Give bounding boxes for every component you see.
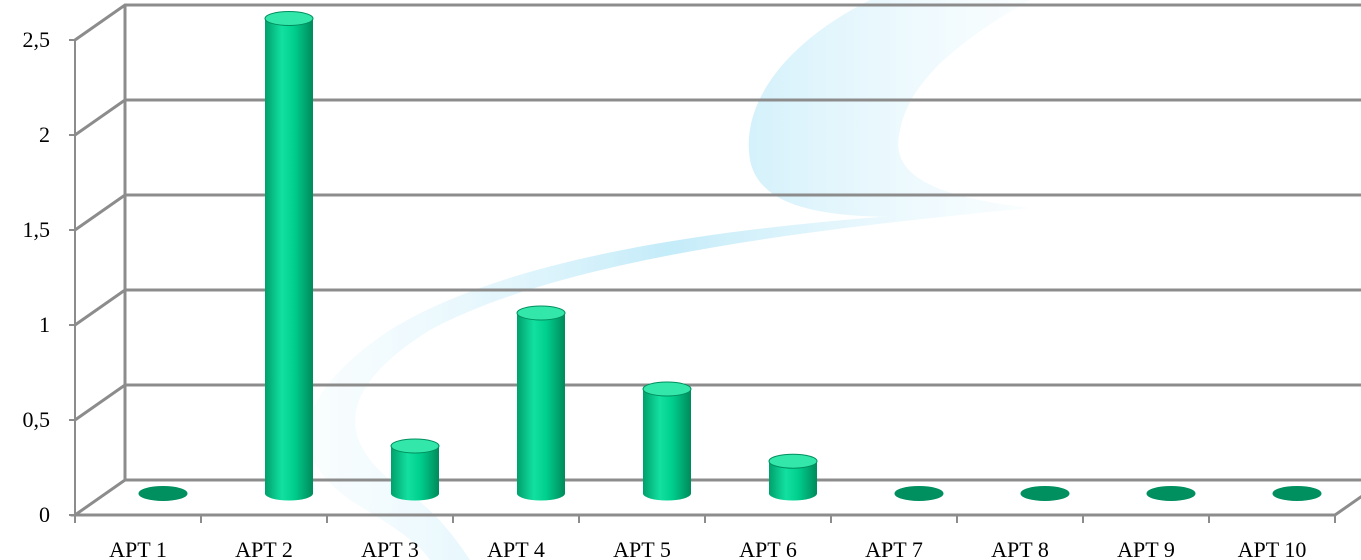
y-tick-label: 0	[39, 502, 50, 527]
y-tick-label: 1	[39, 312, 50, 337]
bar	[1146, 486, 1196, 501]
background-swirl	[307, 0, 1030, 560]
bar-top	[1272, 486, 1322, 501]
bar-top	[1020, 486, 1070, 501]
x-category-label: APT 5	[613, 537, 671, 560]
x-category-label: APT 10	[1238, 537, 1307, 560]
y-tick-label: 2	[39, 122, 50, 147]
x-category-label: APT 9	[1117, 537, 1175, 560]
bar	[138, 486, 188, 501]
bar-top	[516, 305, 566, 321]
bar	[642, 381, 692, 501]
bar-top	[390, 438, 440, 454]
axes	[70, 5, 1361, 517]
bar	[264, 11, 314, 501]
bar-top	[894, 486, 944, 501]
x-category-label: APT 4	[487, 537, 545, 560]
bar-top	[1146, 486, 1196, 501]
bar-top	[642, 381, 692, 397]
bars	[138, 11, 1322, 501]
bar-top	[264, 11, 314, 26]
x-category-label: APT 3	[361, 537, 419, 560]
bar	[516, 305, 566, 501]
bar-top	[138, 486, 188, 501]
bar	[1272, 486, 1322, 501]
bar	[894, 486, 944, 501]
x-category-label: APT 6	[739, 537, 797, 560]
bar	[390, 438, 440, 501]
y-axis-ticks: 0 0,5 1 1,5 2 2,5	[23, 27, 75, 527]
bar	[768, 453, 818, 501]
bar-top	[768, 453, 818, 469]
y-tick-label: 2,5	[23, 27, 51, 52]
bar	[1020, 486, 1070, 501]
y-tick-label: 1,5	[23, 217, 51, 242]
x-axis-labels: APT 1 APT 2 APT 3 APT 4 APT 5 APT 6 APT 7 APT 8…	[74, 515, 1336, 560]
x-category-label: APT 2	[235, 537, 293, 560]
x-category-label: APT 1	[109, 537, 167, 560]
x-category-label: APT 7	[865, 537, 923, 560]
y-tick-label: 0,5	[23, 407, 51, 432]
x-category-label: APT 8	[991, 537, 1049, 560]
floor	[70, 478, 1361, 517]
